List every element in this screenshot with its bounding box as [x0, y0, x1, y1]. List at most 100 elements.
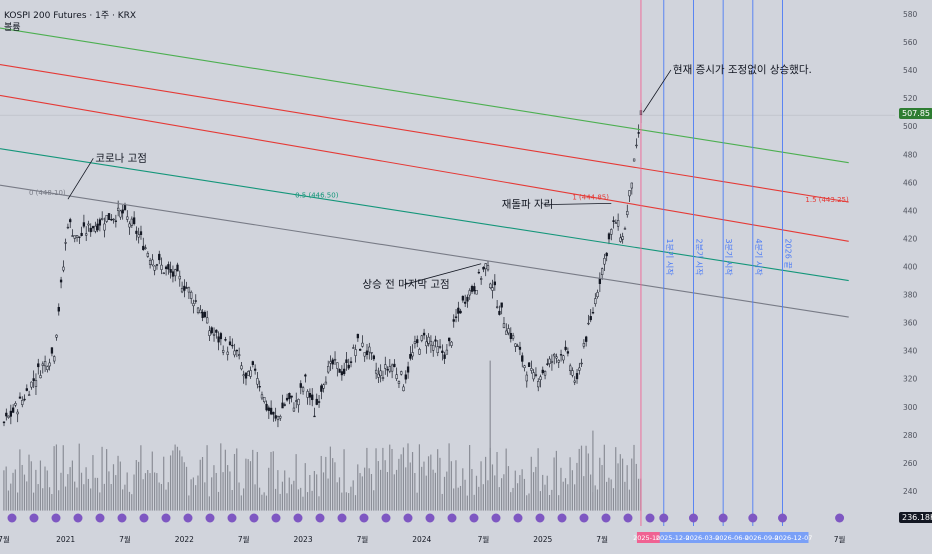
- volume-bar: [334, 462, 336, 511]
- candle-body: [164, 266, 168, 270]
- x-tick-label: 7월: [596, 534, 608, 544]
- fib-level-label: 1 (444.85): [572, 194, 609, 202]
- volume-bar: [60, 472, 62, 511]
- volume-bar: [122, 489, 124, 511]
- volume-bar: [528, 493, 530, 511]
- annotation-label: 현재 증시가 조정없이 상승했다.: [673, 63, 812, 76]
- candle-body: [265, 403, 268, 411]
- candle-body: [468, 290, 471, 296]
- volume-bar: [23, 474, 26, 511]
- event-marker-icon: [51, 513, 61, 523]
- y-tick-label: 480: [903, 150, 918, 159]
- volume-bar: [564, 478, 567, 511]
- volume-bar: [354, 495, 357, 511]
- volume-bar: [361, 476, 363, 511]
- candle-body: [338, 369, 341, 373]
- volume-bar: [172, 450, 174, 511]
- volume-bar: [288, 477, 290, 511]
- volume-bar: [507, 466, 510, 511]
- candle-body: [322, 384, 325, 389]
- candle-body: [331, 359, 334, 365]
- candle-body: [612, 220, 615, 223]
- y-tick-label: 340: [903, 347, 918, 356]
- candle-body: [178, 275, 181, 280]
- volume-bar: [539, 491, 542, 511]
- volume-bar: [64, 486, 67, 511]
- volume-bar: [418, 444, 421, 511]
- candle-body: [228, 341, 232, 346]
- volume-bar: [297, 489, 300, 511]
- volume-bar: [370, 474, 373, 511]
- y-tick-label: 560: [903, 38, 918, 47]
- candle-body: [550, 360, 554, 363]
- candle-body: [274, 415, 277, 419]
- candle-body: [466, 296, 469, 302]
- volume-bar: [21, 464, 23, 511]
- event-marker-icon: [645, 513, 655, 523]
- volume-bar: [510, 492, 512, 511]
- volume-bar: [348, 493, 350, 511]
- volume-bar: [227, 465, 229, 511]
- volume-bar: [12, 472, 14, 511]
- volume-bar: [19, 449, 21, 511]
- volume-bar: [514, 470, 516, 511]
- x-tick-label: 7월: [119, 534, 131, 544]
- event-marker-icon: [293, 513, 303, 523]
- candle-body: [292, 407, 296, 412]
- volume-bar: [574, 484, 576, 511]
- candle-body: [448, 337, 451, 342]
- volume-bar: [71, 460, 73, 511]
- volume-bar: [482, 484, 484, 511]
- volume-bar: [546, 475, 548, 511]
- candle-body: [537, 381, 540, 388]
- candle-body: [614, 222, 617, 224]
- candle-body: [557, 360, 560, 363]
- candle-body: [395, 374, 398, 379]
- candle-body: [256, 378, 259, 385]
- candle-body: [217, 336, 220, 343]
- candle-body: [562, 355, 565, 361]
- volume-bar: [389, 444, 391, 511]
- candle-body: [162, 272, 165, 274]
- event-marker-icon: [491, 513, 501, 523]
- volume-bar: [16, 492, 19, 511]
- candle-body: [413, 341, 417, 344]
- volume-bar: [395, 469, 398, 511]
- volume-bar: [503, 474, 505, 511]
- x-tick-label: 7월: [478, 534, 490, 544]
- volume-bar: [115, 475, 117, 511]
- candle-body: [233, 350, 236, 356]
- volume-bar: [238, 482, 240, 511]
- event-marker-icon: [161, 513, 171, 523]
- volume-bar: [92, 455, 94, 511]
- candle-body: [390, 364, 394, 372]
- candle-body: [516, 345, 519, 347]
- candle-body: [306, 391, 309, 398]
- candle-body: [59, 279, 63, 283]
- candle-body: [354, 349, 357, 356]
- candle-body: [247, 371, 250, 376]
- volume-bar: [174, 444, 176, 511]
- volume-bar: [516, 483, 519, 511]
- candle-body: [491, 287, 494, 291]
- date-tag-label: 2025-12-08: [656, 534, 694, 542]
- candle-body: [493, 281, 496, 286]
- volume-bar: [284, 470, 286, 511]
- volume-bar: [343, 449, 345, 511]
- x-tick-label: 2022: [175, 535, 194, 544]
- candle-body: [78, 236, 81, 238]
- volume-bar: [425, 475, 427, 511]
- volume-bar: [119, 461, 121, 511]
- candle-body: [411, 352, 414, 357]
- volume-indicator-label: 볼륨: [4, 23, 21, 33]
- volume-bar: [592, 430, 594, 511]
- volume-bar: [350, 486, 352, 511]
- y-tick-label: 300: [903, 403, 918, 412]
- date-tag-label: 2025-10-20: [633, 534, 671, 542]
- event-marker-icon: [381, 513, 391, 523]
- volume-bar: [99, 492, 101, 511]
- trend-line-green: [0, 27, 849, 164]
- volume-bar: [469, 445, 471, 511]
